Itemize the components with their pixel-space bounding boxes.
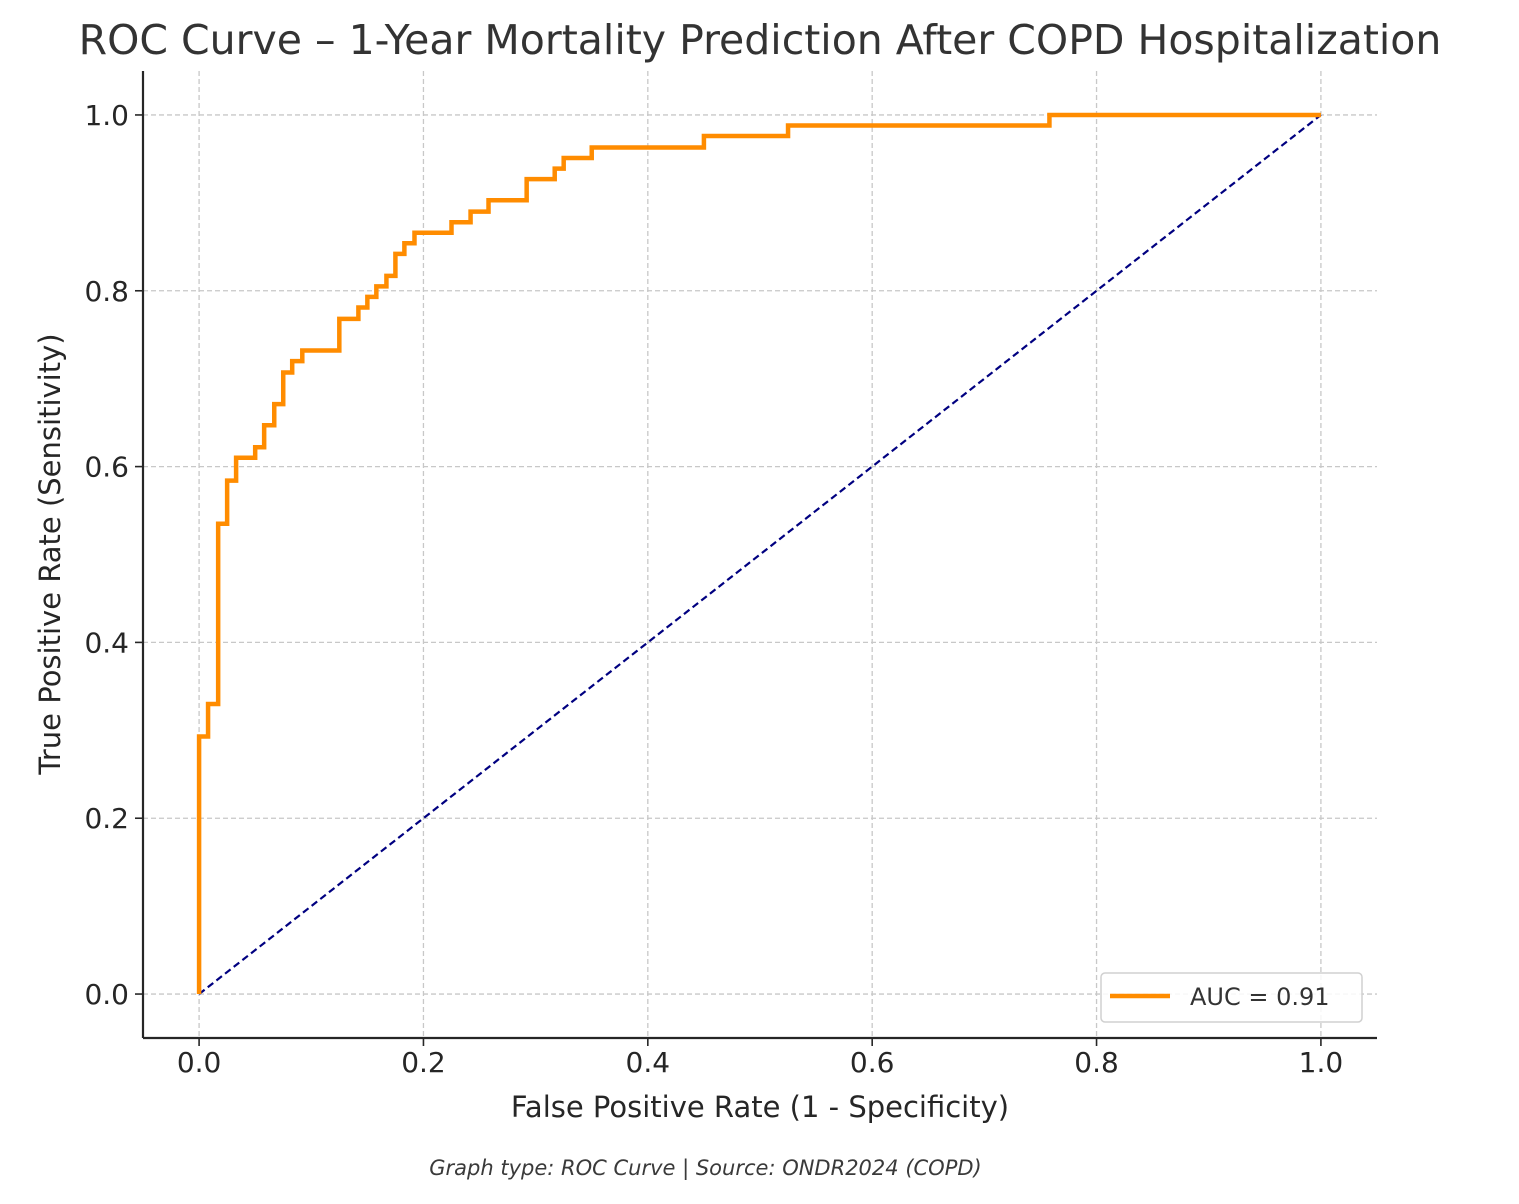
x-tick-label: 0.4 bbox=[626, 1046, 671, 1079]
y-tick-label: 0.8 bbox=[84, 275, 129, 308]
grid-lines bbox=[143, 71, 1377, 1038]
plot-series bbox=[196, 112, 1322, 995]
x-tick-label: 1.0 bbox=[1299, 1046, 1344, 1079]
x-tick-label: 0.0 bbox=[177, 1046, 222, 1079]
legend-box bbox=[1100, 972, 1363, 1023]
x-axis-label: False Positive Rate (1 - Specificity) bbox=[511, 1090, 1009, 1124]
legend-entry-label: AUC = 0.91 bbox=[1190, 983, 1330, 1011]
y-tick-label: 0.0 bbox=[84, 978, 129, 1011]
y-tick-label: 0.4 bbox=[84, 626, 129, 659]
y-axis-label: True Positive Rate (Sensitivity) bbox=[33, 333, 67, 775]
reference-diagonal-line bbox=[198, 114, 1322, 995]
y-tick-label: 1.0 bbox=[84, 99, 129, 132]
chart-caption: Graph type: ROC Curve | Source: ONDR2024… bbox=[429, 1156, 982, 1180]
axes bbox=[135, 71, 1377, 1046]
chart-title: ROC Curve – 1-Year Mortality Prediction … bbox=[79, 16, 1442, 64]
tick-labels: 0.0 0.2 0.4 0.6 0.8 1.0 0.0 0.2 0.4 0.6 0.8 1.0 bbox=[84, 99, 1343, 1079]
y-tick-label: 0.6 bbox=[84, 451, 129, 484]
legend: AUC = 0.91 bbox=[1100, 972, 1363, 1023]
roc-curve-line bbox=[196, 112, 1321, 995]
x-tick-label: 0.6 bbox=[850, 1046, 895, 1079]
y-tick-label: 0.2 bbox=[84, 802, 129, 835]
x-tick-label: 0.8 bbox=[1074, 1046, 1119, 1079]
x-tick-label: 0.2 bbox=[401, 1046, 446, 1079]
